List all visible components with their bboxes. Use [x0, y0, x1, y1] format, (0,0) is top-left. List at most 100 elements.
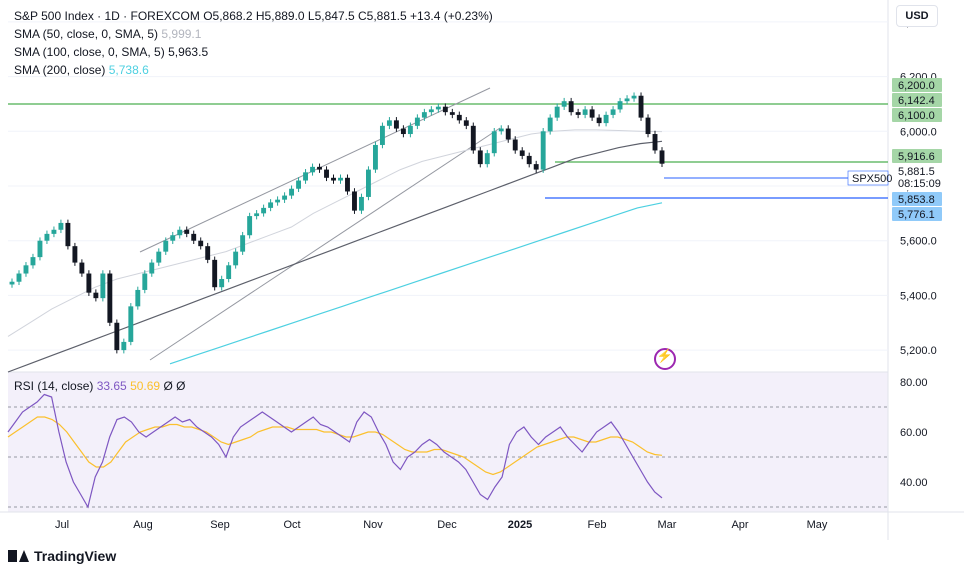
- sma200-line: [169, 202, 663, 365]
- time-tick-label: Feb: [588, 519, 607, 531]
- sma200-value: 5,738.6: [108, 63, 149, 77]
- sma200-label: SMA (200, close): [14, 63, 106, 77]
- candle-body: [512, 139, 518, 151]
- price-label-text: 5,853.8: [898, 194, 935, 206]
- brand-name: TradingView: [34, 548, 117, 564]
- rsi-tick-label: 60.00: [900, 427, 928, 439]
- candle-body: [268, 202, 274, 208]
- candle-body: [491, 131, 497, 154]
- candle-body: [128, 306, 134, 342]
- candle-body: [505, 128, 511, 140]
- price-label-text: 6,200.0: [898, 80, 935, 92]
- currency-button[interactable]: USD: [896, 5, 938, 27]
- price-label-box: [892, 108, 942, 122]
- candle-body: [317, 166, 322, 170]
- ohlc-values: O5,868.2 H5,889.0 L5,847.5 C5,881.5 +13.…: [203, 9, 493, 23]
- symbol-title: S&P 500 Index · 1D · FOREXCOM: [14, 9, 200, 23]
- sma100-legend: SMA (100, close, 0, SMA, 5) 5,963.5: [14, 43, 493, 61]
- price-label-box: [892, 207, 942, 221]
- candle-body: [296, 180, 302, 189]
- candle-body: [121, 341, 127, 351]
- candle-body: [156, 251, 162, 263]
- time-tick-label: Mar: [658, 519, 677, 531]
- time-tick-label: Nov: [363, 519, 383, 531]
- candle-body: [240, 235, 246, 252]
- candle-body: [519, 150, 525, 156]
- candle-body: [100, 273, 106, 299]
- candle-body: [638, 95, 644, 118]
- candle-body: [345, 177, 350, 192]
- rsi-ma-line: [7, 416, 663, 476]
- price-label-box: [892, 176, 942, 190]
- candle-body: [16, 273, 22, 282]
- candle-body: [261, 207, 267, 214]
- sma200-legend: SMA (200, close) 5,738.6: [14, 61, 493, 79]
- candle-body: [582, 109, 588, 115]
- candle-body: [645, 117, 651, 135]
- candle-body: [23, 265, 29, 274]
- channel-lower-line: [149, 127, 501, 361]
- candle-body: [366, 169, 371, 197]
- price-tick-label: 6,000.0: [900, 126, 937, 138]
- candle-body: [561, 101, 567, 107]
- candle-body: [282, 195, 288, 200]
- candle-body: [617, 101, 623, 110]
- candle-body: [589, 109, 595, 118]
- lightning-icon[interactable]: ⚡: [654, 348, 676, 370]
- candle-body: [624, 98, 630, 102]
- price-tick-label: 5,600.0: [900, 236, 937, 248]
- candle-body: [470, 125, 476, 151]
- candle-body: [547, 117, 553, 132]
- chart-legend: S&P 500 Index · 1D · FOREXCOM O5,868.2 H…: [14, 7, 493, 79]
- sma100-line: [7, 140, 663, 373]
- rsi-extra-1: Ø: [163, 379, 173, 393]
- candle-body: [331, 177, 336, 181]
- candle-body: [142, 273, 148, 290]
- price-label-text: 08:15:09: [898, 178, 941, 190]
- time-tick-label: Oct: [283, 519, 300, 531]
- candle-body: [407, 125, 413, 135]
- candle-body: [631, 95, 637, 99]
- time-tick-label: Apr: [731, 519, 748, 531]
- candle-body: [233, 251, 239, 266]
- candle-body: [484, 153, 490, 165]
- candle-body: [177, 229, 183, 236]
- candle-body: [463, 120, 469, 126]
- candle-body: [30, 257, 36, 266]
- candle-body: [310, 166, 315, 173]
- candle-body: [107, 273, 113, 323]
- tradingview-logo[interactable]: TradingView: [8, 548, 116, 564]
- candle-body: [86, 273, 92, 293]
- candle-body: [449, 112, 455, 115]
- candle-body: [659, 150, 665, 164]
- time-tick-label: Dec: [437, 519, 457, 531]
- candle-body: [554, 106, 560, 118]
- candle-body: [456, 114, 462, 121]
- price-label-text: 5,776.1: [898, 209, 935, 221]
- candle-body: [72, 246, 78, 263]
- price-tick-label: 5,200.0: [900, 345, 937, 357]
- candle-body: [428, 109, 434, 113]
- candle-body: [219, 279, 225, 288]
- candle-body: [379, 125, 385, 145]
- price-label-box: [892, 192, 942, 206]
- candle-body: [498, 128, 504, 132]
- candle-body: [51, 229, 57, 234]
- candle-body: [163, 240, 169, 252]
- symbol-line: S&P 500 Index · 1D · FOREXCOM O5,868.2 H…: [14, 7, 493, 25]
- candle-body: [65, 222, 71, 247]
- candle-body: [596, 117, 602, 124]
- candle-body: [442, 106, 448, 113]
- time-tick-label: 2025: [508, 519, 532, 531]
- candle-body: [421, 112, 427, 118]
- candle-body: [114, 322, 120, 351]
- candle-body: [247, 216, 253, 236]
- candle-body: [540, 131, 546, 170]
- candle-body: [9, 281, 15, 285]
- sma50-line: [7, 129, 663, 337]
- rsi-value: 33.65: [96, 379, 127, 393]
- candle-body: [37, 240, 43, 258]
- rsi-line: [7, 393, 663, 509]
- price-label-box: [892, 164, 942, 178]
